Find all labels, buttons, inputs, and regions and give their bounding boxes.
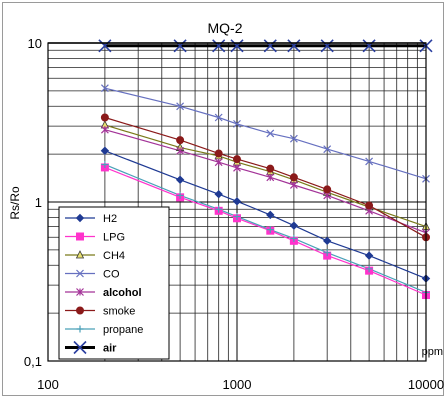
- data-point: [233, 213, 241, 221]
- legend-label: CO: [103, 269, 120, 281]
- data-point: [320, 39, 334, 53]
- y-tick-label: 1: [35, 195, 42, 210]
- data-point: [233, 119, 241, 128]
- data-point: [290, 234, 298, 242]
- legend-label: alcohol: [103, 287, 142, 299]
- data-point: [266, 164, 275, 173]
- data-point: [215, 205, 223, 213]
- y-tick-label: 10: [28, 36, 42, 51]
- data-point: [76, 288, 84, 296]
- data-point: [214, 189, 223, 199]
- data-point: [73, 340, 87, 355]
- x-tick-label: 1000: [223, 377, 252, 392]
- data-point: [214, 113, 223, 122]
- data-point: [266, 226, 274, 234]
- data-point: [214, 158, 223, 167]
- plot-border: [47, 42, 427, 362]
- legend-label: LPG: [103, 232, 125, 244]
- legend-label: air: [103, 343, 117, 355]
- data-point: [100, 84, 109, 93]
- chart: MQ-2 Rs/Ro ppm 100 1000 10000 0,1 1 10 H…: [8, 20, 444, 392]
- data-point: [100, 146, 110, 155]
- data-point: [289, 221, 299, 230]
- legend-box: [58, 206, 170, 360]
- data-point: [173, 39, 187, 53]
- data-point: [175, 175, 185, 184]
- data-point: [232, 197, 242, 206]
- data-point: [176, 102, 185, 111]
- legend-label: propane: [103, 324, 143, 336]
- data-point: [76, 269, 84, 278]
- data-point: [75, 250, 85, 259]
- data-point: [101, 161, 109, 169]
- data-point: [323, 145, 332, 154]
- data-point: [323, 185, 332, 194]
- data-point: [212, 39, 226, 53]
- legend-label: smoke: [103, 306, 135, 318]
- data-point: [266, 173, 275, 182]
- data-point: [76, 232, 84, 241]
- x-tick-label: 10000: [408, 377, 444, 392]
- data-point: [230, 39, 244, 53]
- data-point: [365, 157, 374, 166]
- x-axis-unit: ppm: [422, 346, 443, 358]
- data-point: [263, 39, 277, 53]
- data-point: [176, 146, 185, 155]
- data-point: [362, 39, 376, 53]
- data-point: [266, 210, 275, 220]
- data-point: [176, 136, 185, 145]
- chart-frame: MQ-2 Rs/Ro ppm 100 1000 10000 0,1 1 10 H…: [2, 2, 444, 396]
- legend-label: H2: [103, 213, 117, 225]
- data-point: [214, 149, 223, 158]
- data-point: [76, 325, 84, 333]
- data-point: [287, 39, 301, 53]
- chart-title: MQ-2: [208, 20, 243, 36]
- data-point: [289, 134, 298, 143]
- legend: H2 LPG CH4 CO alcohol smoke propane air: [58, 206, 170, 360]
- data-point: [289, 173, 298, 182]
- y-axis-label: Rs/Ro: [8, 186, 22, 220]
- data-point: [365, 265, 373, 273]
- data-point: [322, 236, 332, 246]
- data-point: [75, 213, 85, 223]
- data-point: [266, 129, 275, 138]
- data-point: [100, 113, 109, 122]
- data-point: [323, 249, 331, 257]
- data-point: [233, 155, 241, 164]
- data-point: [76, 306, 84, 315]
- axes: [47, 42, 427, 362]
- data-point: [364, 251, 374, 260]
- legend-label: CH4: [103, 250, 125, 262]
- y-tick-label: 0,1: [24, 354, 42, 369]
- data-point: [98, 39, 112, 53]
- x-tick-label: 100: [37, 377, 59, 392]
- data-point: [365, 201, 374, 210]
- data-point: [233, 163, 241, 172]
- data-point: [100, 125, 109, 134]
- data-point: [176, 191, 184, 199]
- data-point: [289, 181, 298, 189]
